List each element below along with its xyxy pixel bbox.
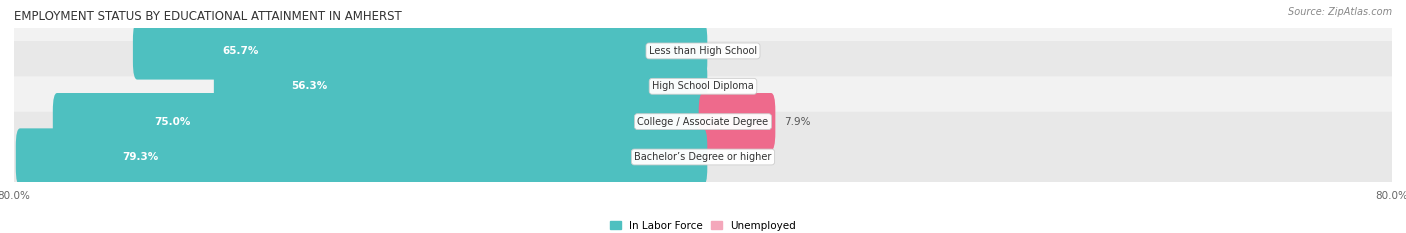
Text: 56.3%: 56.3%: [291, 81, 328, 91]
Text: 65.7%: 65.7%: [222, 46, 259, 56]
FancyBboxPatch shape: [699, 93, 775, 150]
Text: High School Diploma: High School Diploma: [652, 81, 754, 91]
Text: 0.0%: 0.0%: [716, 46, 742, 56]
Text: 75.0%: 75.0%: [155, 117, 190, 127]
Text: 0.0%: 0.0%: [716, 81, 742, 91]
Text: 7.9%: 7.9%: [785, 117, 810, 127]
FancyBboxPatch shape: [15, 128, 707, 186]
FancyBboxPatch shape: [7, 76, 1399, 167]
FancyBboxPatch shape: [7, 112, 1399, 202]
Text: Less than High School: Less than High School: [650, 46, 756, 56]
FancyBboxPatch shape: [134, 22, 707, 80]
Text: Source: ZipAtlas.com: Source: ZipAtlas.com: [1288, 7, 1392, 17]
Legend: In Labor Force, Unemployed: In Labor Force, Unemployed: [606, 217, 800, 233]
Text: 79.3%: 79.3%: [122, 152, 159, 162]
Text: Bachelor’s Degree or higher: Bachelor’s Degree or higher: [634, 152, 772, 162]
FancyBboxPatch shape: [53, 93, 707, 150]
Text: College / Associate Degree: College / Associate Degree: [637, 117, 769, 127]
FancyBboxPatch shape: [7, 41, 1399, 132]
FancyBboxPatch shape: [214, 58, 707, 115]
FancyBboxPatch shape: [7, 6, 1399, 96]
Text: EMPLOYMENT STATUS BY EDUCATIONAL ATTAINMENT IN AMHERST: EMPLOYMENT STATUS BY EDUCATIONAL ATTAINM…: [14, 10, 402, 23]
Text: 0.0%: 0.0%: [716, 152, 742, 162]
